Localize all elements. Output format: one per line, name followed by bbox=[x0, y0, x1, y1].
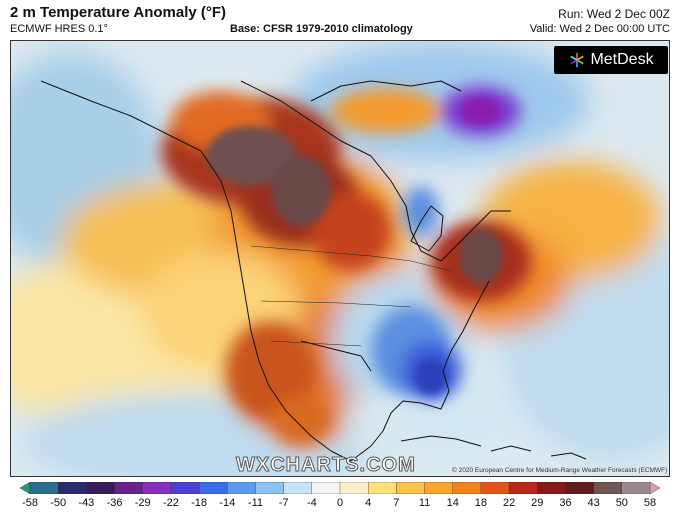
colorbar-tick-label: 14 bbox=[446, 497, 459, 509]
colorbar-tick-label: -22 bbox=[162, 497, 179, 509]
valid-time-label: Valid: Wed 2 Dec 00:00 UTC bbox=[529, 23, 670, 35]
header: 2 m Temperature Anomaly (°F) ECMWF HRES … bbox=[0, 0, 680, 40]
colorbar-swatch bbox=[649, 482, 660, 494]
colorbar-tick-label: 29 bbox=[531, 497, 544, 509]
metdesk-logo: MetDesk bbox=[554, 46, 668, 74]
colorbar-tick-label: 11 bbox=[418, 497, 431, 509]
temperature-anomaly-map bbox=[10, 40, 670, 477]
colorbar-tick-label: -11 bbox=[247, 497, 263, 509]
ecmwf-credit: © 2020 European Centre for Medium-Range … bbox=[452, 467, 668, 474]
colorbar bbox=[20, 482, 660, 494]
colorbar-tick-label: -36 bbox=[106, 497, 123, 509]
colorbar-swatch bbox=[565, 482, 595, 494]
metdesk-swirl-icon bbox=[570, 52, 585, 68]
colorbar-swatch bbox=[621, 482, 651, 494]
colorbar-swatch bbox=[367, 482, 398, 494]
colorbar-swatch bbox=[508, 482, 538, 494]
colorbar-ticks: -58 -50 -43 -36 -29 -22 -18 -14 -11 -7 -4 0 4 7 11 14 18… bbox=[20, 497, 660, 513]
colorbar-swatch bbox=[452, 482, 482, 494]
colorbar-swatch bbox=[339, 482, 369, 494]
colorbar-tick-label: -58 bbox=[22, 497, 38, 509]
colorbar-swatch bbox=[29, 482, 59, 494]
colorbar-swatch bbox=[537, 482, 567, 494]
colorbar-tick-label: 22 bbox=[502, 497, 516, 509]
colorbar-tick-label: -7 bbox=[278, 497, 289, 509]
colorbar-tick-label: 43 bbox=[587, 497, 600, 509]
watermark: WXCHARTS.COM bbox=[236, 454, 416, 477]
run-time-label: Run: Wed 2 Dec 00Z bbox=[558, 7, 670, 21]
colorbar-swatch bbox=[480, 482, 510, 494]
coastlines bbox=[40, 80, 587, 462]
colorbar-swatch bbox=[170, 482, 200, 494]
colorbar-tick-label: 18 bbox=[474, 497, 488, 509]
chart-title: 2 m Temperature Anomaly (°F) bbox=[10, 4, 227, 21]
colorbar-tick-label: 58 bbox=[643, 497, 657, 509]
colorbar-swatch bbox=[255, 482, 285, 494]
colorbar-tick-label: -29 bbox=[134, 497, 151, 509]
colorbar-tick-label: 36 bbox=[559, 497, 572, 509]
colorbar-tick-label: 50 bbox=[615, 497, 628, 509]
colorbar-tick-label: -18 bbox=[191, 497, 208, 509]
colorbar-swatch bbox=[311, 482, 341, 494]
colorbar-tick-label: 4 bbox=[365, 497, 372, 509]
base-climatology-label: Base: CFSR 1979-2010 climatology bbox=[230, 23, 413, 35]
colorbar-tick-label: 7 bbox=[393, 497, 400, 509]
colorbar-swatch bbox=[593, 482, 623, 494]
colorbar-swatch bbox=[396, 482, 426, 494]
colorbar-swatch bbox=[283, 482, 313, 494]
colorbar-tick-label: -43 bbox=[78, 497, 95, 509]
colorbar-swatch bbox=[424, 482, 454, 494]
logo-text: MetDesk bbox=[590, 51, 654, 68]
colorbar-swatch bbox=[114, 482, 144, 494]
colorbar-swatch bbox=[86, 482, 116, 494]
anomaly-field-extreme bbox=[206, 97, 503, 394]
colorbar-swatch bbox=[227, 482, 257, 494]
colorbar-swatch bbox=[142, 482, 172, 494]
map-canvas bbox=[11, 41, 669, 476]
colorbar-tick-label: -14 bbox=[219, 497, 236, 509]
colorbar-tick-label: -4 bbox=[306, 497, 317, 509]
colorbar-swatch bbox=[198, 482, 228, 494]
model-label: ECMWF HRES 0.1° bbox=[10, 23, 108, 35]
colorbar-tick-label: 0 bbox=[336, 497, 344, 509]
colorbar-tick-label: -50 bbox=[50, 497, 67, 509]
colorbar-swatch bbox=[57, 482, 88, 494]
colorbar-swatch bbox=[20, 482, 31, 494]
borders bbox=[250, 245, 452, 347]
